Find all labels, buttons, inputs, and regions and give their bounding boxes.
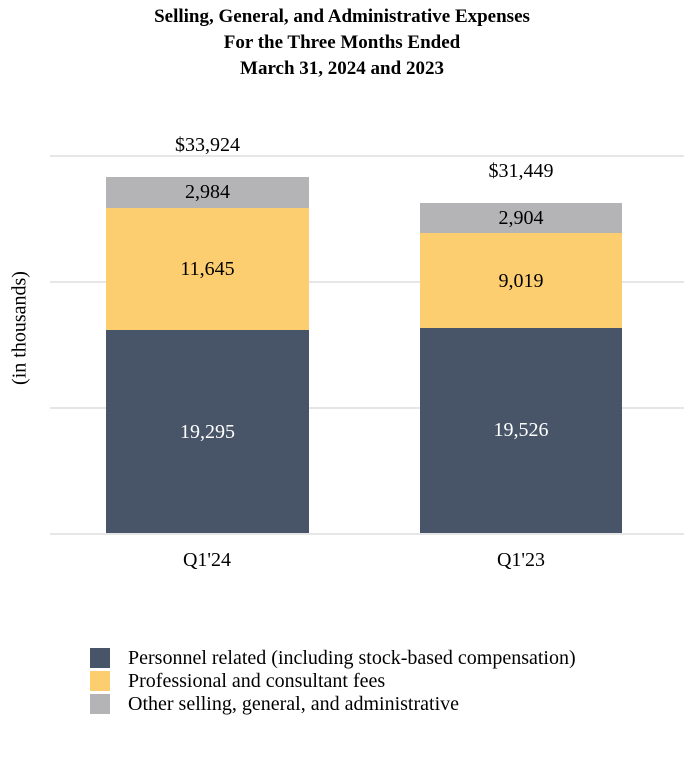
chart-title: Selling, General, and Administrative Exp… (0, 4, 684, 82)
chart-title-line-1: Selling, General, and Administrative Exp… (154, 6, 530, 27)
total-label-q1-23: $31,449 (488, 159, 554, 182)
legend-label: Personnel related (including stock-based… (128, 647, 576, 669)
plot-area: $33,924 2,984 11,645 19,295 $31,449 2,904 9,01… (50, 134, 684, 535)
bar-q1-23: $31,449 2,904 9,019 19,526 (420, 160, 622, 533)
legend-label: Professional and consultant fees (128, 670, 386, 692)
total-label-q1-24: $33,924 (175, 133, 240, 156)
gridline-36000 (50, 155, 684, 157)
bar-segment-q1-24-personnel-related: 19,295 (106, 330, 309, 533)
legend-item-other-selling: Other selling, general, and administrati… (90, 694, 576, 714)
y-axis-label: (in thousands) (8, 271, 31, 385)
legend: Personnel related (including stock-based… (90, 648, 576, 714)
x-axis-label-q124: Q1'24 (182, 549, 232, 571)
chart-title-line-2: For the Three Months Ended (223, 32, 461, 53)
gridline-12000 (50, 407, 684, 409)
bar-segment-q1-24-professional-and: 11,645 (106, 208, 309, 331)
legend-label: Other selling, general, and administrati… (128, 693, 460, 715)
legend-swatch-professional-and (90, 671, 110, 691)
bar-segment-q1-23-professional-and: 9,019 (420, 233, 622, 328)
chart-title-line-3: March 31, 2024 and 2023 (240, 58, 444, 79)
legend-item-professional-and: Professional and consultant fees (90, 671, 576, 691)
legend-item-personnel-related: Personnel related (including stock-based… (90, 648, 576, 668)
bar-segment-q1-23-other-selling: 2,904 (420, 202, 622, 234)
x-axis-label-q123: Q1'23 (496, 549, 546, 571)
legend-swatch-personnel-related (90, 648, 110, 668)
gridline-24000 (50, 281, 684, 283)
bar-segment-q1-23-personnel-related: 19,526 (420, 327, 622, 533)
legend-swatch-other-selling (90, 694, 110, 714)
bar-segment-q1-24-other-selling: 2,984 (106, 176, 309, 209)
bar-q1-24: $33,924 2,984 11,645 19,295 (106, 134, 309, 533)
